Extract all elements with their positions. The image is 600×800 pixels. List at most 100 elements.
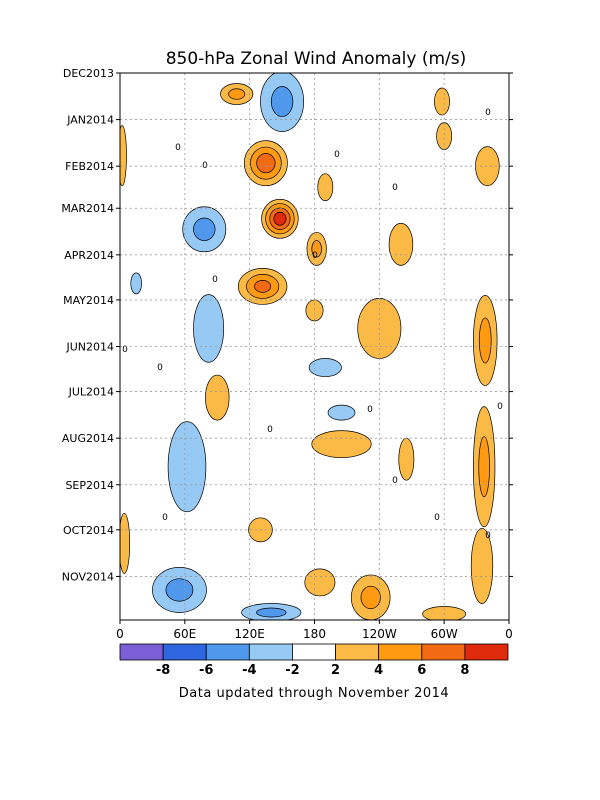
y-tick-label: MAY2014 (63, 294, 114, 307)
anomaly-region (317, 173, 334, 202)
anomaly-region (120, 125, 127, 187)
x-tick-label: 60E (173, 627, 196, 641)
anomaly-contour (360, 585, 381, 610)
colorbar-label: 8 (460, 663, 469, 678)
x-tick-label: 0 (505, 627, 513, 641)
x-tick-label: 120E (234, 627, 265, 641)
data-updated-note: Data updated through November 2014 (179, 686, 449, 701)
anomaly-contour (434, 87, 450, 116)
colorbar-swatch (292, 643, 336, 661)
y-tick-label: JUN2014 (65, 341, 114, 354)
zero-contour-label: 0 (175, 143, 181, 153)
anomaly-contour (478, 317, 492, 364)
colorbar-swatch (464, 643, 509, 661)
anomaly-contour (120, 125, 127, 187)
anomaly-region (388, 222, 414, 266)
x-tick-label: 60W (431, 627, 458, 641)
zero-contour-label: 0 (212, 275, 218, 285)
colorbar-label: 6 (417, 663, 426, 678)
zero-contour-label: 0 (392, 476, 398, 486)
zero-contour-label: 0 (312, 251, 318, 261)
colorbar: -8 -6 -4 -2 2 4 6 8 (119, 643, 509, 678)
anomaly-contour (317, 173, 334, 202)
anomaly-region (472, 406, 496, 528)
y-tick-label: MAR2014 (61, 202, 114, 215)
zero-contour-label: 0 (392, 183, 398, 193)
anomaly-region (130, 272, 142, 295)
colorbar-swatch (162, 643, 207, 661)
anomaly-contour (193, 294, 225, 363)
colorbar-swatch (205, 643, 250, 661)
y-tick-label: JUL2014 (68, 386, 114, 399)
zero-contour-label: 0 (497, 402, 503, 412)
y-tick-label: OCT2014 (63, 524, 114, 537)
anomaly-contour (398, 437, 415, 481)
anomaly-contour (254, 280, 272, 293)
anomaly-region (436, 122, 453, 150)
anomaly-region (308, 358, 342, 377)
anomaly-region (311, 430, 372, 459)
x-tick-label: 0 (116, 627, 124, 641)
anomaly-contour (130, 272, 142, 295)
anomaly-contour (167, 421, 207, 513)
y-tick-label: SEP2014 (65, 479, 114, 492)
anomaly-region (120, 512, 131, 574)
y-tick-label: JAN2014 (66, 114, 114, 127)
y-tick-label: NOV2014 (62, 570, 114, 583)
anomaly-contour (205, 374, 230, 421)
anomaly-region (167, 421, 207, 513)
anomaly-region (220, 83, 254, 105)
colorbar-label: -2 (285, 663, 299, 678)
colorbar-swatch (378, 643, 423, 661)
anomaly-contour (304, 568, 336, 597)
colorbar-label: -8 (156, 663, 170, 678)
anomaly-contour (388, 222, 414, 266)
chart-title: 850-hPa Zonal Wind Anomaly (m/s) (166, 49, 467, 69)
anomaly-contour (120, 512, 131, 574)
anomaly-region (243, 140, 288, 187)
anomaly-region (261, 198, 299, 239)
anomaly-region (304, 568, 336, 597)
anomaly-contour (193, 217, 216, 241)
colorbar-swatch (335, 643, 380, 661)
anomaly-region (472, 295, 498, 386)
colorbar-label: 4 (374, 663, 383, 678)
anomaly-region (193, 294, 225, 363)
zero-contour-label: 0 (162, 513, 168, 523)
zero-contour-label: 0 (367, 405, 373, 415)
x-tick-label: 120W (362, 627, 397, 641)
anomaly-region (241, 603, 302, 620)
colorbar-label: -6 (199, 663, 213, 678)
colorbar-label: -4 (242, 663, 256, 678)
anomaly-contour (311, 430, 372, 459)
anomaly-region (398, 437, 415, 481)
grid-lines (120, 73, 509, 620)
anomaly-region (327, 404, 356, 421)
anomaly-contour (470, 527, 494, 604)
zero-contour-label: 0 (485, 531, 491, 541)
anomaly-contour (256, 153, 276, 174)
y-tick-label: DEC2013 (63, 67, 114, 80)
y-axis: DEC2013 JAN2014 FEB2014 MAR2014 APR2014 MAY20… (61, 67, 513, 583)
anomaly-contour (270, 86, 294, 117)
colorbar-swatch (248, 643, 293, 661)
anomaly-region (306, 231, 327, 266)
anomaly-contour (478, 436, 490, 498)
anomaly-region (182, 206, 227, 253)
anomaly-region (350, 574, 391, 620)
x-tick-label: 180 (303, 627, 326, 641)
anomaly-region (152, 567, 207, 613)
anomaly-contour (228, 88, 246, 100)
zero-contour-label: 0 (485, 108, 491, 118)
anomaly-contour (436, 122, 453, 150)
y-tick-label: APR2014 (64, 249, 114, 262)
zero-contour-label: 0 (334, 150, 340, 160)
colorbar-label: 2 (331, 663, 340, 678)
anomaly-contour (327, 404, 356, 421)
anomaly-contour (256, 607, 287, 618)
zero-contour-label: 0 (122, 345, 128, 355)
anomaly-region (260, 73, 305, 132)
anomaly-region (205, 374, 230, 421)
zero-contour-label: 0 (267, 425, 273, 435)
